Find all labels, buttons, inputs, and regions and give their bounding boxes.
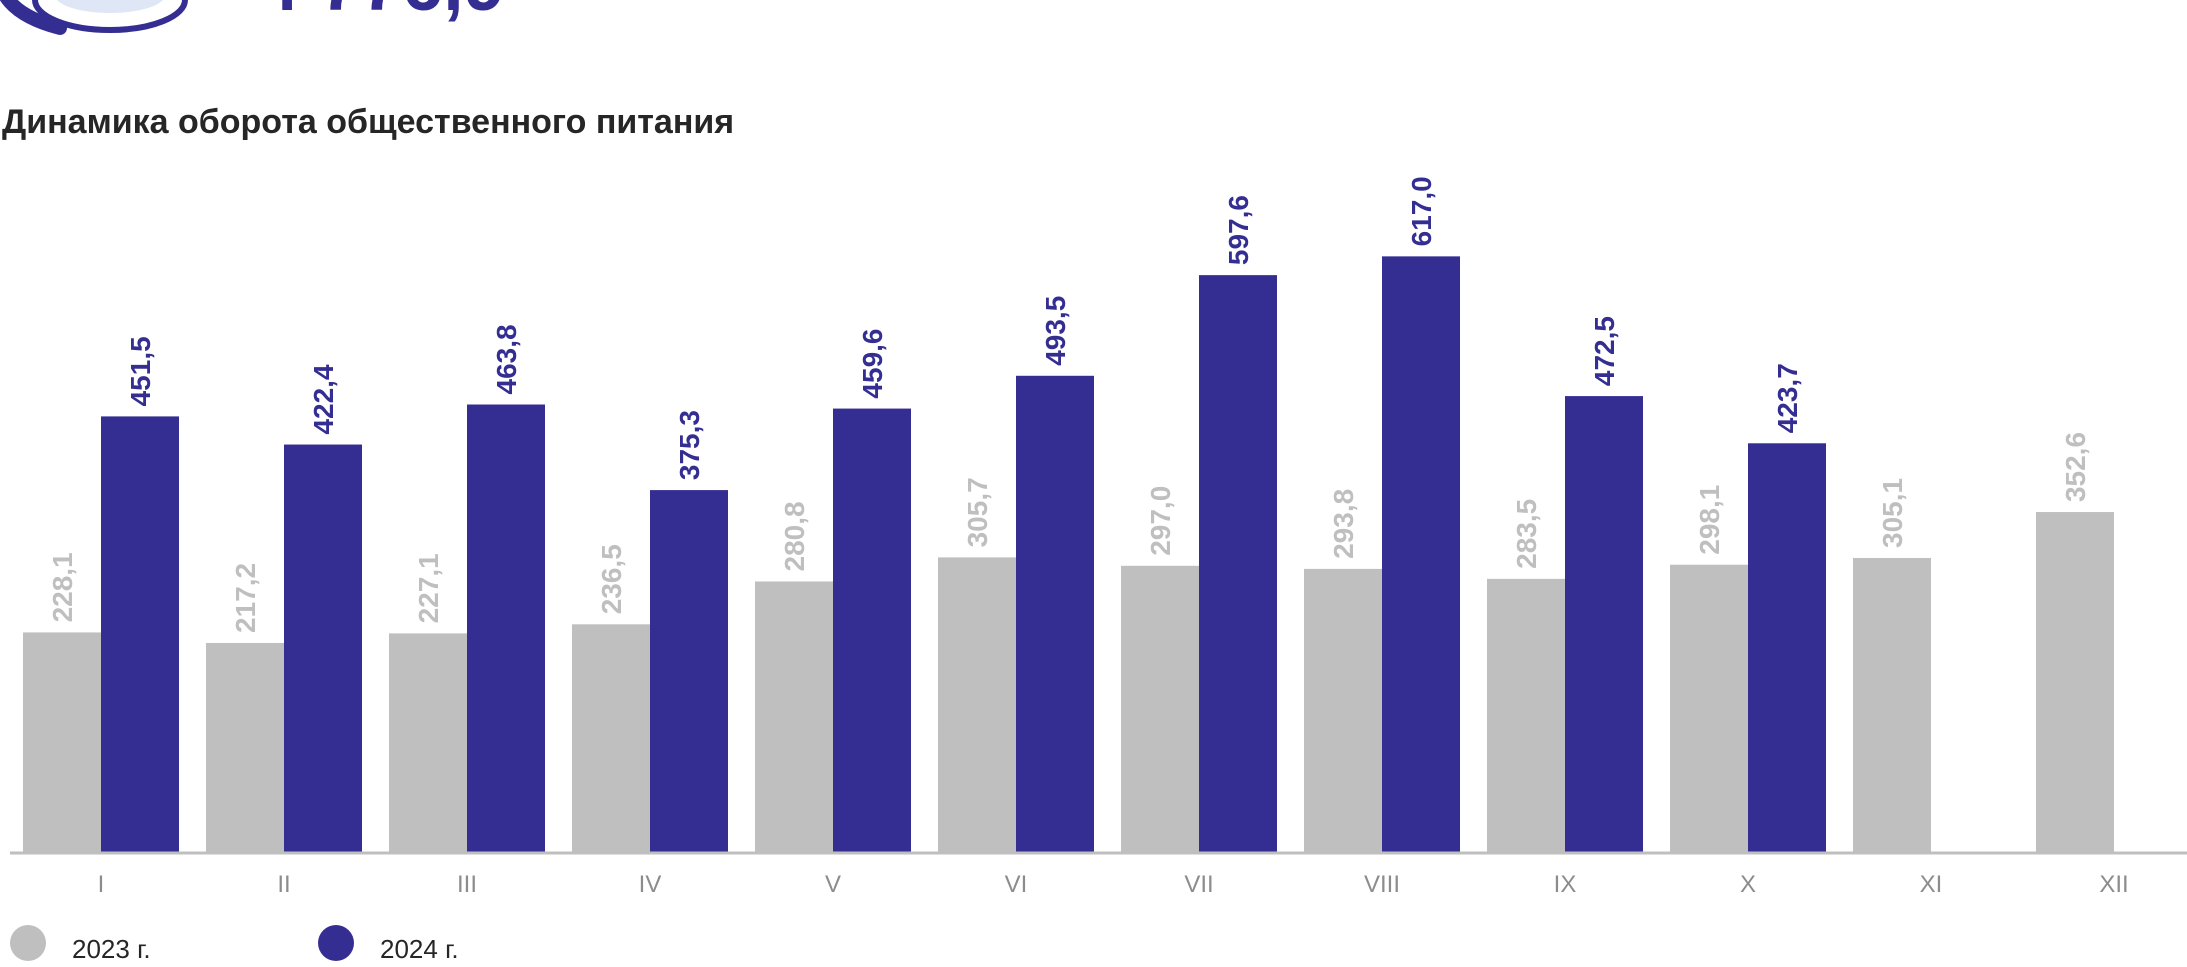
data-label-2023-IX: 283,5 — [1511, 499, 1542, 569]
x-tick-label-I: I — [98, 871, 105, 898]
bar-2023-IX — [1487, 578, 1565, 853]
data-label-2023-I: 228,1 — [47, 552, 78, 622]
legend-label-2024: 2024 г. — [380, 933, 459, 964]
bar-2024-VI — [1016, 375, 1094, 853]
bar-2024-VIII — [1382, 256, 1460, 854]
data-label-2023-III: 227,1 — [413, 553, 444, 623]
legend: 2023 г. 2024 г. — [0, 920, 700, 966]
bar-2023-X — [1670, 564, 1748, 853]
x-tick-label-VI: VI — [1005, 871, 1028, 898]
bar-2023-II — [206, 642, 284, 853]
x-tick-label-XI: XI — [1920, 871, 1943, 898]
data-label-2024-IV: 375,3 — [674, 410, 705, 480]
bar-2023-VIII — [1304, 568, 1382, 853]
data-label-2024-X: 423,7 — [1772, 363, 1803, 433]
data-label-2023-V: 280,8 — [779, 501, 810, 571]
bar-2024-IV — [650, 490, 728, 853]
bar-2023-I — [23, 632, 101, 853]
bar-2024-VII — [1199, 275, 1277, 853]
data-label-2023-IV: 236,5 — [596, 544, 627, 614]
data-label-2023-XI: 305,1 — [1877, 478, 1908, 548]
data-label-2023-VIII: 293,8 — [1328, 489, 1359, 559]
data-label-2023-X: 298,1 — [1694, 485, 1725, 555]
bar-2023-VII — [1121, 565, 1199, 853]
legend-swatch-2024 — [318, 925, 354, 961]
bar-2023-VI — [938, 557, 1016, 853]
data-label-2023-VI: 305,7 — [962, 477, 993, 547]
x-tick-label-II: II — [277, 871, 290, 898]
x-tick-label-XII: XII — [2099, 871, 2128, 898]
data-label-2024-VI: 493,5 — [1040, 296, 1071, 366]
legend-label-2023: 2023 г. — [72, 933, 151, 964]
x-tick-label-V: V — [825, 871, 841, 898]
bar-2024-III — [467, 404, 545, 853]
x-tick-label-VII: VII — [1184, 871, 1213, 898]
bar-2023-XII — [2036, 512, 2114, 853]
bar-2024-V — [833, 408, 911, 853]
legend-item-2023: 2023 г. — [10, 920, 151, 966]
x-tick-label-X: X — [1740, 871, 1756, 898]
bar-2024-X — [1748, 443, 1826, 853]
data-label-2023-VII: 297,0 — [1145, 486, 1176, 556]
data-label-2024-III: 463,8 — [491, 324, 522, 394]
plate-logo-icon — [0, 0, 188, 35]
data-label-2024-II: 422,4 — [308, 364, 339, 434]
x-tick-label-VIII: VIII — [1364, 871, 1400, 898]
data-label-2024-I: 451,5 — [125, 336, 156, 406]
bar-2024-II — [284, 444, 362, 853]
data-label-2023-II: 217,2 — [230, 563, 261, 633]
x-tick-label-IX: IX — [1554, 871, 1577, 898]
x-tick-label-IV: IV — [639, 871, 662, 898]
legend-swatch-2023 — [10, 925, 46, 961]
x-tick-label-III: III — [457, 871, 477, 898]
legend-item-2024: 2024 г. — [318, 920, 459, 966]
bar-2023-XI — [1853, 557, 1931, 853]
bar-2023-III — [389, 633, 467, 853]
bar-2023-V — [755, 581, 833, 853]
bar-2024-IX — [1565, 396, 1643, 853]
data-label-2023-XII: 352,6 — [2060, 432, 2091, 502]
data-label-2024-IX: 472,5 — [1589, 316, 1620, 386]
chart-title: Динамика оборота общественного питания — [2, 103, 735, 141]
bar-2024-I — [101, 416, 179, 853]
data-label-2024-VIII: 617,0 — [1406, 176, 1437, 246]
total-value: 4 776,9 — [258, 0, 505, 22]
bar-2023-IV — [572, 624, 650, 853]
data-label-2024-V: 459,6 — [857, 328, 888, 398]
data-label-2024-VII: 597,6 — [1223, 195, 1254, 265]
